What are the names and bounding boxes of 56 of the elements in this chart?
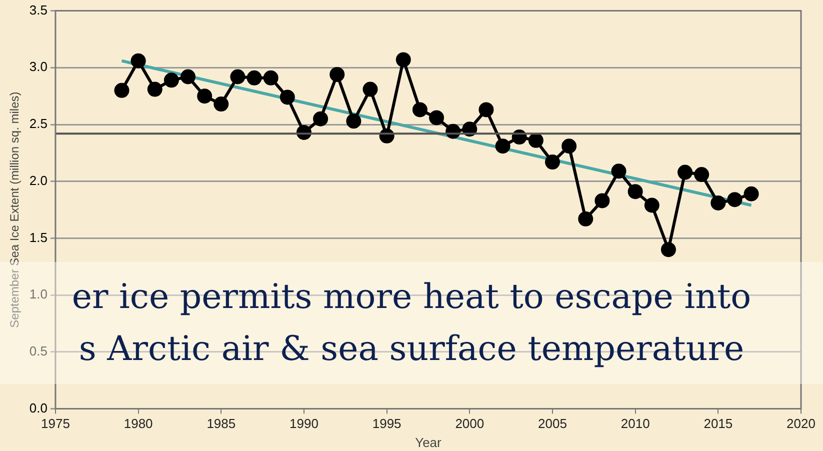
x-tick-label: 2000 (455, 416, 484, 432)
point (230, 69, 246, 84)
point (528, 132, 544, 148)
point (330, 66, 345, 82)
point (660, 242, 676, 258)
y-tick-label: 3.0 (29, 59, 48, 74)
point (280, 90, 295, 105)
point (197, 88, 212, 104)
point (429, 110, 444, 126)
y-tick-label: 1.0 (29, 286, 48, 302)
point (478, 102, 494, 118)
y-tick-label: 0.0 (29, 400, 48, 416)
x-tick-label: 2005 (538, 416, 567, 432)
y-tick-label: 3.5 (29, 2, 48, 18)
x-tick-label: 1990 (290, 416, 318, 432)
y-tick-label: 2.5 (29, 116, 48, 132)
x-tick-label: 2015 (704, 416, 733, 432)
point (562, 138, 577, 154)
x-tick-label: 2020 (786, 416, 816, 432)
annotation: er ice permits more heat to escape into (72, 276, 752, 319)
point (578, 211, 594, 226)
y-axis-title: September Sea Ice Extent (million sq. miles) (8, 92, 22, 328)
point (147, 82, 162, 97)
point (744, 186, 759, 202)
x-tick-label: 2010 (620, 416, 650, 432)
point (727, 192, 742, 208)
point (495, 138, 510, 154)
point (263, 70, 278, 86)
point (114, 82, 130, 98)
point (164, 72, 179, 88)
point (594, 193, 610, 208)
point (678, 164, 693, 180)
x-tick-label: 1975 (41, 416, 70, 432)
point (412, 102, 428, 118)
y-tick-label: 1.5 (29, 230, 48, 245)
x-tick-label: 1995 (372, 416, 402, 432)
point (544, 154, 560, 170)
point (628, 184, 643, 200)
x-axis-title: Year (415, 434, 442, 450)
point (710, 195, 726, 210)
x-tick-label: 1980 (124, 416, 153, 432)
point (130, 53, 146, 68)
point (362, 82, 378, 97)
point (214, 96, 229, 112)
point (346, 114, 362, 129)
point (246, 70, 262, 86)
x-tick-label: 1985 (206, 416, 236, 432)
point (644, 198, 660, 213)
point (180, 69, 196, 84)
point (313, 111, 328, 126)
point (694, 167, 710, 182)
point (396, 52, 411, 68)
point (611, 164, 626, 179)
y-tick-label: 0.5 (29, 344, 48, 359)
y-tick-label: 2.0 (29, 172, 48, 188)
annotation: s Arctic air & sea surface temperature (78, 328, 744, 371)
